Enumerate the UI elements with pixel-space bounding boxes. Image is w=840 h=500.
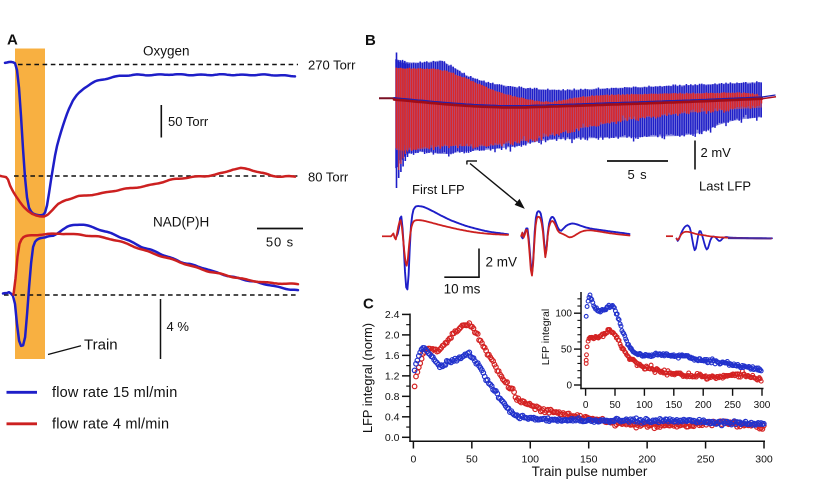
svg-text:0.8: 0.8	[385, 391, 400, 403]
svg-text:B: B	[365, 32, 376, 49]
svg-text:1.6: 1.6	[385, 350, 400, 362]
svg-text:flow rate 15 ml/min: flow rate 15 ml/min	[52, 385, 177, 401]
svg-text:0: 0	[583, 400, 589, 411]
svg-text:50: 50	[466, 453, 478, 465]
svg-text:50: 50	[561, 345, 573, 356]
svg-text:1.2: 1.2	[385, 370, 400, 382]
svg-text:0.0: 0.0	[385, 432, 400, 444]
svg-text:2 mV: 2 mV	[701, 145, 732, 160]
svg-text:300: 300	[755, 453, 773, 465]
svg-text:10 ms: 10 ms	[444, 282, 481, 297]
svg-text:5 s: 5 s	[627, 167, 647, 182]
svg-text:100: 100	[555, 309, 572, 320]
svg-text:Oxygen: Oxygen	[143, 44, 190, 59]
svg-text:C: C	[363, 296, 374, 313]
svg-text:80 Torr: 80 Torr	[308, 170, 349, 185]
svg-text:300: 300	[754, 400, 771, 411]
svg-text:2 mV: 2 mV	[486, 255, 518, 270]
svg-text:A: A	[7, 32, 18, 49]
svg-text:150: 150	[665, 400, 682, 411]
svg-text:Last LFP: Last LFP	[699, 179, 751, 194]
svg-text:50: 50	[609, 400, 621, 411]
svg-text:flow rate 4 ml/min: flow rate 4 ml/min	[52, 416, 169, 432]
svg-text:LFP integral: LFP integral	[540, 309, 552, 365]
svg-text:50 s: 50 s	[266, 235, 294, 250]
svg-text:4 %: 4 %	[167, 319, 190, 334]
svg-text:Train: Train	[84, 337, 118, 354]
svg-text:100: 100	[636, 400, 653, 411]
svg-text:LFP integral (norm): LFP integral (norm)	[360, 323, 375, 433]
svg-text:0.4: 0.4	[385, 411, 400, 423]
svg-text:NAD(P)H: NAD(P)H	[153, 215, 209, 230]
svg-text:250: 250	[724, 400, 741, 411]
svg-text:150: 150	[580, 453, 598, 465]
svg-text:270 Torr: 270 Torr	[308, 58, 356, 73]
svg-text:First LFP: First LFP	[412, 182, 465, 197]
svg-text:2.4: 2.4	[385, 309, 400, 321]
svg-text:200: 200	[695, 400, 712, 411]
svg-text:0: 0	[410, 453, 416, 465]
svg-text:50 Torr: 50 Torr	[168, 114, 209, 129]
svg-text:200: 200	[638, 453, 656, 465]
svg-text:100: 100	[522, 453, 540, 465]
svg-text:0: 0	[566, 381, 572, 392]
svg-text:2.0: 2.0	[385, 330, 400, 342]
svg-text:Train pulse number: Train pulse number	[532, 464, 648, 479]
svg-text:250: 250	[697, 453, 715, 465]
